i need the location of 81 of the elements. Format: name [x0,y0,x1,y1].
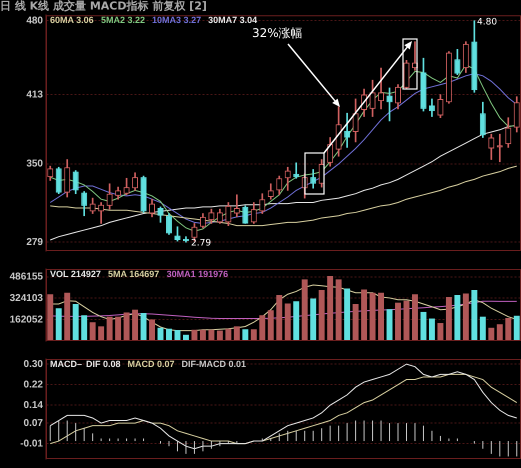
candlestick [386,88,392,122]
bar [72,304,79,341]
bar [361,289,368,341]
bar [437,323,444,341]
bar [386,309,392,341]
bar [106,316,113,341]
text: 10MA3 3.27 [152,15,202,26]
annotation: 4.80 [477,17,498,28]
bar [98,326,104,341]
bar [115,316,122,341]
bar [149,319,155,341]
y-tick-label: 0.14 [24,400,44,411]
bar [370,292,376,341]
text: 60MA 3.06 [50,15,94,26]
y-tick-label: 413 [26,89,44,100]
bar [454,295,460,341]
y-tick-label: 279 [26,236,44,248]
bar [191,330,198,341]
bar [378,292,384,341]
bar [250,329,257,341]
bar [132,310,138,341]
text: MACD 0.07 [128,358,175,369]
bar [64,292,70,341]
annotation: 32%涨幅 [252,26,303,40]
bar [140,312,147,341]
y-tick-label: 162052 [10,314,44,326]
bar [404,300,410,341]
bar [276,295,282,341]
bar [412,294,418,341]
bar [428,318,435,341]
legend-title: MACD– [50,358,82,369]
bar [234,326,240,341]
bar [446,297,452,341]
bar [293,301,300,341]
text: DIF 0.08 [86,358,121,369]
bar [471,290,478,341]
text: 5MA2 3.22 [101,15,146,26]
text: 30MA1 191976 [166,268,228,279]
bar [90,322,96,341]
bar [488,328,494,341]
bar [200,330,206,341]
y-tick-label: 0.07 [24,418,44,429]
bar [462,293,469,341]
bar [310,298,316,341]
bar [216,330,223,341]
bar [47,294,54,341]
y-tick-label: 480 [26,15,44,26]
bar [284,303,291,341]
bar [225,328,232,341]
y-tick-label: 486155 [10,272,44,283]
y-tick-label: 350 [26,158,44,170]
bar [480,316,486,341]
y-tick-label: 324103 [10,292,44,304]
series-label: VOL 214927 [50,268,101,279]
bar [496,324,503,341]
annotation: 2.79 [191,238,212,248]
bar [268,310,274,341]
bar [174,330,180,341]
bar [81,315,88,341]
text: 30MA7 3.04 [208,15,258,26]
text: DIF-MACD 0.01 [182,358,246,369]
y-tick-label: -0.01 [20,438,44,450]
bar [327,276,334,341]
bar [166,328,172,341]
bar [336,279,342,341]
bar [420,312,426,341]
bar [56,308,62,341]
bar [344,288,350,341]
bar [124,312,130,341]
bar [395,302,401,341]
y-tick-label: 0.22 [24,379,44,390]
bar [302,279,308,341]
bar [352,304,359,341]
bar [318,290,325,341]
bar [259,315,266,341]
y-tick-label: 0.30 [24,358,44,370]
text: 5MA 164697 [108,268,160,279]
bar [242,329,248,341]
chart-title: 日 线 K线 成交量 MACD指标 前复权 [2] [0,0,207,12]
bar [208,330,214,341]
bar [158,328,164,341]
